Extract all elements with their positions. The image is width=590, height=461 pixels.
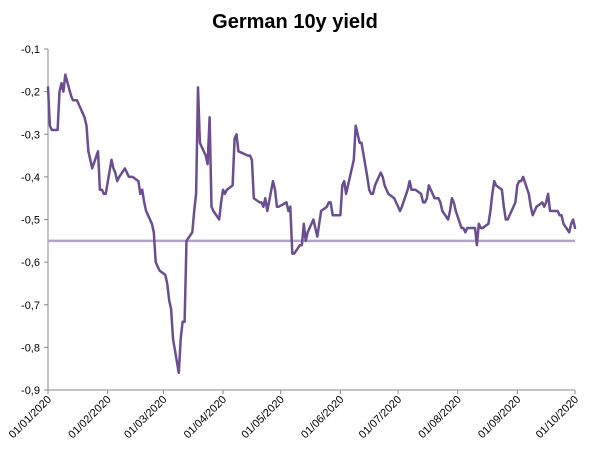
series-line (46, 73, 577, 375)
x-tick-label: 01/07/2020 (357, 394, 404, 441)
x-tick-label: 01/09/2020 (476, 394, 523, 441)
y-axis: -0,1 -0,2 -0,3 -0,4 -0,5 -0,6 -0,7 -0,8 -0,9 (21, 44, 49, 397)
plot-area (46, 73, 577, 375)
y-tick-label: -0,8 (21, 342, 40, 354)
x-tick-label: 01/05/2020 (239, 394, 286, 441)
y-tick-label: -0,1 (21, 44, 40, 56)
y-tick-label: -0,5 (21, 215, 40, 227)
y-tick-label: -0,4 (21, 172, 40, 184)
y-tick-label: -0,6 (21, 257, 40, 269)
x-tick-label: 01/02/2020 (66, 394, 113, 441)
x-tick-label: 01/08/2020 (416, 394, 463, 441)
x-tick-label: 01/01/2020 (7, 394, 54, 441)
y-tick-label: -0,2 (21, 87, 40, 99)
x-tick-label: 01/06/2020 (299, 394, 346, 441)
chart-title: German 10y yield (212, 11, 378, 33)
y-tick-label: -0,7 (21, 300, 40, 312)
x-tick-label: 01/03/2020 (122, 394, 169, 441)
x-axis: 01/01/2020 01/02/2020 01/03/2020 01/04/2020… (7, 389, 581, 441)
y-tick-label: -0,9 (21, 385, 40, 397)
x-tick-label: 01/10/2020 (534, 394, 581, 441)
y-tick-label: -0,3 (21, 129, 40, 141)
x-tick-label: 01/04/2020 (182, 394, 229, 441)
